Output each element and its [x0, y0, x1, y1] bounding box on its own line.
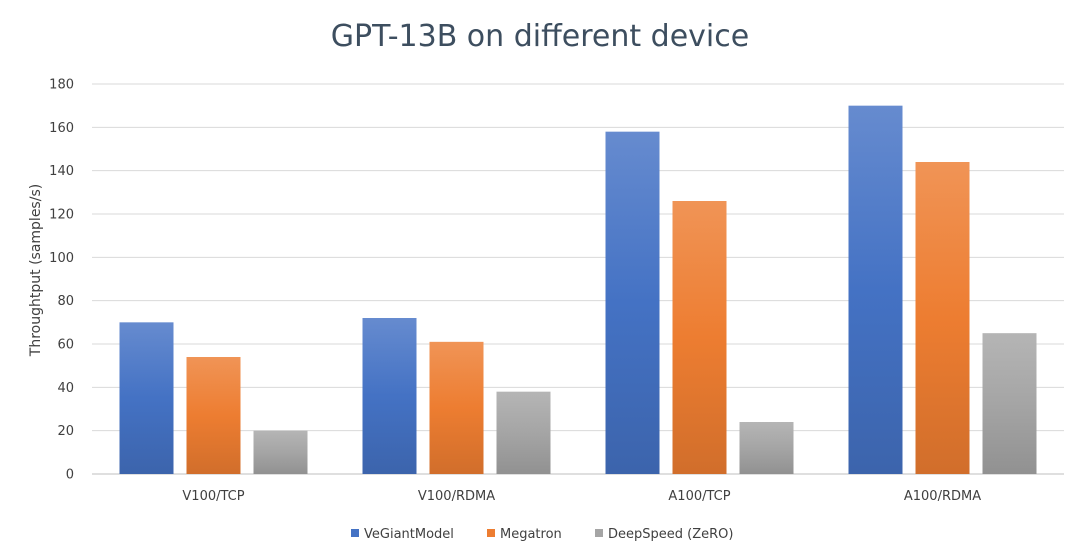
legend-label-vegiantmodel: VeGiantModel	[364, 527, 454, 542]
y-tick-label-60: 60	[57, 338, 74, 353]
legend-swatch-vegiantmodel	[351, 529, 359, 537]
bar-megatron-a100-tcp	[672, 201, 727, 474]
bar-deepspeed-zero-v100-rdma	[496, 391, 551, 474]
chart-title: GPT-13B on different device	[331, 19, 749, 54]
legend-swatch-megatron	[487, 529, 495, 537]
y-tick-label-180: 180	[49, 78, 74, 93]
bar-megatron-v100-rdma	[429, 341, 484, 474]
y-axis-ticks: 0 20 40 60 80 100 120 140 160 180	[49, 78, 74, 483]
y-tick-label-100: 100	[49, 251, 74, 266]
bar-deepspeed-zero-a100-rdma	[982, 333, 1037, 474]
x-axis-categories: V100/TCP V100/RDMA A100/TCP A100/RDMA	[182, 489, 981, 504]
bar-deepspeed-zero-a100-tcp	[739, 422, 794, 474]
bar-vegiantmodel-v100-rdma	[362, 318, 417, 474]
bar-deepspeed-zero-v100-tcp	[253, 430, 308, 474]
y-tick-label-20: 20	[57, 424, 74, 439]
x-category-label-a100-tcp: A100/TCP	[668, 489, 730, 504]
y-tick-label-0: 0	[66, 468, 74, 483]
bar-vegiantmodel-a100-tcp	[605, 131, 660, 474]
y-tick-label-160: 160	[49, 121, 74, 136]
x-category-label-v100-tcp: V100/TCP	[182, 489, 244, 504]
x-category-label-v100-rdma: V100/RDMA	[418, 489, 495, 504]
legend-swatch-deepspeed-zero	[595, 529, 603, 537]
legend-label-megatron: Megatron	[500, 527, 562, 542]
legend-label-deepspeed-zero: DeepSpeed (ZeRO)	[608, 527, 733, 542]
bar-vegiantmodel-a100-rdma	[848, 105, 903, 475]
x-category-label-a100-rdma: A100/RDMA	[904, 489, 981, 504]
y-tick-label-40: 40	[57, 381, 74, 396]
y-tick-label-80: 80	[57, 294, 74, 309]
y-tick-label-120: 120	[49, 208, 74, 223]
y-axis-label: Throughtput (samples/s)	[28, 184, 44, 357]
legend: VeGiantModel Megatron DeepSpeed (ZeRO)	[351, 527, 733, 542]
bar-megatron-a100-rdma	[915, 162, 970, 474]
y-tick-label-140: 140	[49, 164, 74, 179]
bar-megatron-v100-tcp	[186, 357, 241, 474]
bars	[119, 105, 1037, 475]
bar-vegiantmodel-v100-tcp	[119, 322, 174, 474]
